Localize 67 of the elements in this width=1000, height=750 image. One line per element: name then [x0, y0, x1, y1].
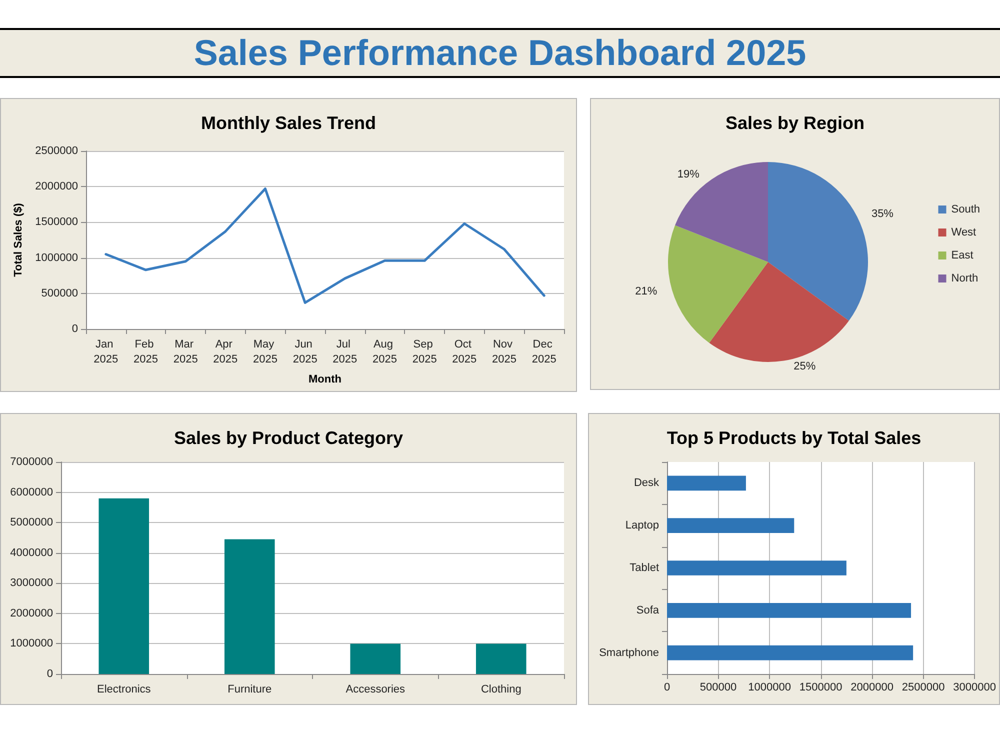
x-tick-label: Furniture	[228, 684, 272, 696]
data-label: 19%	[677, 168, 700, 180]
y-tick-label: Tablet	[630, 562, 659, 574]
data-label: 35%	[871, 208, 894, 220]
y-tick-label: Desk	[634, 477, 660, 490]
y-tick-label: 1000000	[35, 252, 78, 264]
x-tick-label: Dec 2025	[532, 338, 556, 366]
y-tick-label: 3000000	[10, 577, 53, 590]
bar	[350, 644, 401, 674]
data-label: 25%	[794, 360, 816, 373]
bar	[667, 645, 914, 660]
x-axis-title: Month	[308, 374, 342, 386]
x-tick-label: Aug 2025	[372, 338, 397, 366]
y-tick-label: 6000000	[10, 486, 53, 498]
x-tick-label: Accessories	[346, 684, 406, 696]
bar	[476, 644, 526, 674]
legend-label: West	[951, 226, 976, 238]
chart-title: Sales by Product Category	[174, 428, 404, 448]
y-axis-title: Total Sales ($)	[12, 202, 24, 277]
x-tick-label: 2500000	[902, 682, 945, 694]
y-tick-label: 500000	[41, 287, 78, 300]
x-tick-label: Nov 2025	[492, 338, 516, 366]
chart-title: Top 5 Products by Total Sales	[666, 428, 922, 448]
x-tick-label: 1500000	[799, 682, 842, 694]
y-tick-label: 7000000	[10, 456, 53, 468]
bar	[667, 602, 912, 618]
y-tick-label: 2000000	[35, 180, 78, 193]
x-tick-label: Clothing	[480, 684, 522, 696]
y-tick-label: Smartphone	[599, 646, 659, 659]
y-tick-label: Sofa	[636, 604, 660, 616]
y-tick-label: 0	[46, 668, 53, 680]
y-tick-label: Laptop	[625, 520, 659, 532]
bar	[667, 476, 746, 491]
text: Sales Performance Dashboard 2025	[0, 28, 1000, 78]
bar	[224, 539, 275, 674]
line-series	[104, 187, 546, 304]
chart-title: Monthly Sales Trend	[200, 113, 376, 133]
legend-label: North	[951, 272, 978, 284]
y-tick-label: 4000000	[10, 546, 53, 559]
bar	[667, 560, 846, 576]
x-tick-label: Jan 2025	[94, 338, 118, 366]
data-label: 21%	[635, 286, 658, 298]
legend-label: East	[951, 250, 974, 262]
legend-label: South	[951, 204, 980, 216]
bar	[98, 498, 150, 674]
x-tick-label: Jun 2025	[292, 338, 318, 366]
x-tick-label: 1000000	[748, 682, 791, 694]
x-tick-label: Jul 2025	[332, 338, 358, 366]
x-tick-label: Mar 2025	[173, 338, 198, 366]
x-tick-label: 500000	[700, 682, 737, 694]
y-tick-label: 1000000	[10, 638, 53, 650]
y-tick-label: 5000000	[10, 516, 53, 529]
y-tick-label: 2500000	[35, 145, 78, 157]
x-tick-label: Apr 2025	[213, 338, 238, 366]
x-tick-label: Sep 2025	[412, 338, 437, 366]
x-tick-label: May 2025	[253, 338, 278, 366]
y-tick-label: 0	[72, 323, 78, 335]
x-tick-label: 2000000	[850, 682, 894, 694]
chart-title: Sales by Region	[725, 113, 865, 133]
x-tick-label: Electronics	[96, 684, 152, 696]
x-tick-label: Feb 2025	[134, 338, 158, 366]
y-tick-label: 1500000	[35, 216, 78, 228]
y-tick-label: 2000000	[10, 607, 53, 620]
x-tick-label: Oct 2025	[452, 338, 477, 366]
x-tick-label: 0	[664, 682, 670, 694]
bar	[667, 518, 794, 534]
x-tick-label: 3000000	[953, 682, 996, 694]
